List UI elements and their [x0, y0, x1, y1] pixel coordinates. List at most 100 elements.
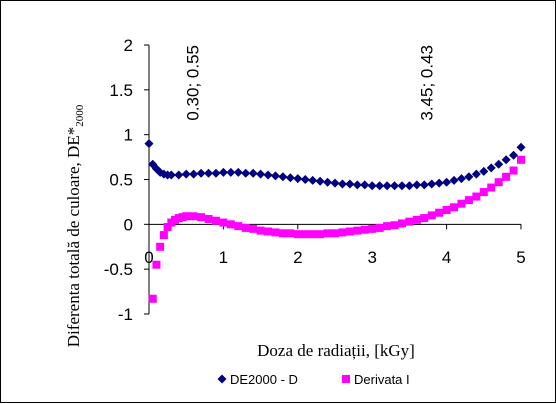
data-point [293, 174, 303, 184]
y-tick-label: 1 [124, 126, 133, 145]
data-point [501, 155, 511, 165]
x-tick-label: 0 [144, 248, 153, 267]
data-point [360, 225, 369, 234]
data-point [211, 216, 220, 225]
x-axis-title: Doza de radiații, [kGy] [257, 341, 415, 360]
y-axis-title-main: Diferenta totală de culoare, DE* [64, 127, 83, 347]
data-point [233, 167, 243, 177]
data-point [249, 224, 258, 233]
data-point [368, 224, 377, 233]
legend-marker [217, 374, 227, 384]
x-tick-label: 1 [219, 248, 228, 267]
legend-label: DE2000 - D [230, 372, 298, 387]
data-point [456, 174, 466, 184]
data-point [241, 168, 251, 178]
data-point [404, 181, 414, 191]
data-point [509, 150, 519, 160]
data-point [486, 163, 496, 173]
data-point [419, 180, 429, 190]
data-point [360, 180, 370, 190]
legend-label: Derivata I [354, 372, 410, 387]
data-point [442, 205, 451, 214]
data-point [285, 173, 295, 183]
data-point [494, 159, 504, 169]
data-point [471, 169, 481, 179]
data-point [338, 228, 347, 237]
data-point [397, 219, 406, 228]
x-tick-label: 4 [442, 248, 451, 267]
data-point [204, 214, 213, 223]
data-point [450, 203, 459, 212]
data-point [159, 231, 168, 240]
x-tick-label: 2 [293, 248, 302, 267]
data-point [278, 172, 288, 182]
data-point [226, 220, 235, 229]
data-point [517, 155, 525, 164]
data-point [331, 229, 339, 238]
data-point [278, 229, 287, 238]
data-point [479, 188, 488, 197]
data-point [472, 192, 481, 201]
data-point [270, 171, 280, 181]
y-axis-title-sub: 2000 [74, 104, 86, 127]
data-point [293, 230, 302, 239]
series-1 [144, 139, 526, 191]
data-point [390, 181, 400, 191]
y-axis-title: Diferenta totală de culoare, DE*2000 [64, 104, 86, 347]
data-point [156, 242, 165, 251]
y-tick-label: 2 [124, 36, 133, 55]
data-point [420, 214, 429, 223]
data-point [502, 172, 511, 181]
data-point [264, 227, 273, 236]
data-point [427, 211, 436, 220]
data-point [189, 212, 198, 221]
legend: DE2000 - D Derivata I [217, 372, 410, 387]
series-layer [144, 139, 526, 303]
data-point [204, 168, 214, 178]
data-point [211, 168, 221, 178]
y-tick-label: -0.5 [104, 260, 133, 279]
data-point [427, 179, 437, 189]
data-point [330, 178, 340, 188]
data-point [479, 166, 489, 176]
data-point [383, 222, 392, 231]
data-point [226, 167, 236, 177]
data-point [174, 170, 184, 180]
data-point [181, 169, 191, 179]
data-point [315, 176, 325, 186]
data-point [148, 294, 157, 303]
data-point [464, 196, 473, 205]
data-point [434, 178, 444, 188]
x-tick-label: 5 [516, 248, 525, 267]
data-point [300, 175, 310, 184]
data-point [219, 218, 228, 227]
data-point [263, 170, 273, 180]
data-point [375, 181, 385, 191]
series-2 [148, 155, 525, 303]
y-tick-label: 0.5 [109, 171, 133, 190]
x-tick-label: 3 [367, 248, 376, 267]
legend-marker [342, 375, 350, 383]
data-label: 0.30; 0.55 [183, 45, 202, 121]
data-point [397, 181, 407, 191]
y-tick-label: 0 [124, 215, 133, 234]
data-point [163, 223, 172, 232]
data-point [382, 181, 392, 191]
data-point [487, 183, 496, 192]
data-point [449, 175, 459, 185]
data-point [323, 177, 333, 187]
data-point [405, 217, 414, 226]
data-point [464, 172, 474, 182]
data-point [457, 199, 466, 208]
y-tick-labels: -1 -0.5 0 0.5 1 1.5 2 [104, 36, 133, 324]
data-point [509, 166, 518, 175]
data-point [375, 223, 384, 232]
data-point [337, 179, 347, 189]
data-point [494, 178, 503, 187]
data-point [152, 260, 161, 269]
data-point [166, 170, 176, 180]
data-point [316, 230, 325, 239]
data-point [390, 221, 399, 230]
data-point [308, 175, 318, 185]
